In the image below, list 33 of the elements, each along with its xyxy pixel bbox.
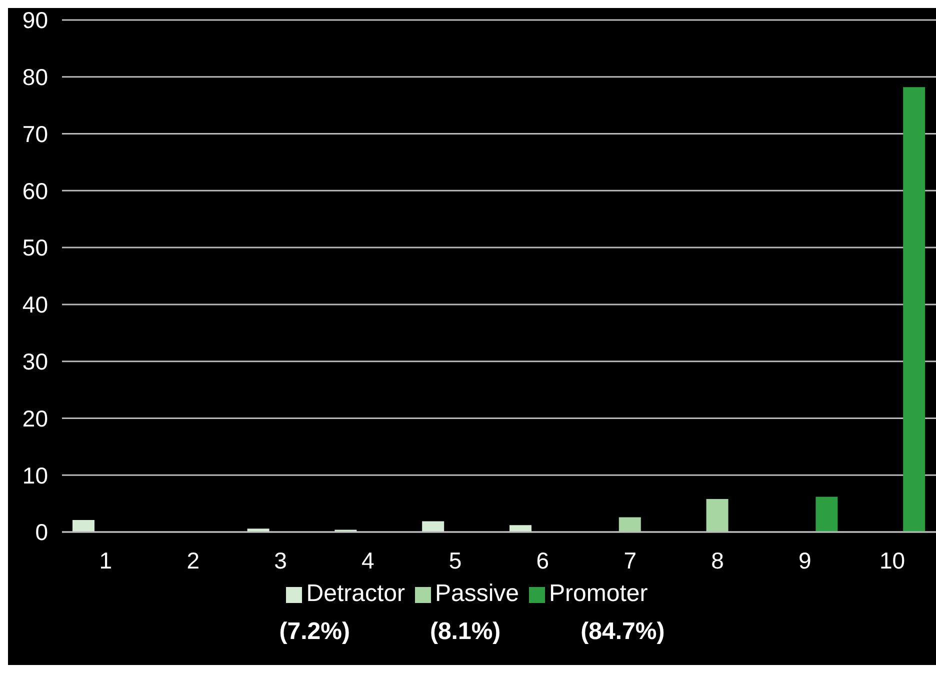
legend-label: Detractor <box>306 580 405 607</box>
text: (7.2%) <box>279 618 350 646</box>
y-tick-label: 50 <box>22 234 48 261</box>
y-tick-label: 10 <box>22 462 48 488</box>
x-tick-label: 2 <box>186 547 200 574</box>
x-tick-label: 10 <box>880 547 906 574</box>
y-tick-label: 0 <box>35 519 48 546</box>
y-tick-label: 60 <box>22 178 48 204</box>
y-tick-label: 90 <box>22 7 48 34</box>
legend-label: Passive <box>434 580 520 607</box>
x-tick-label: 5 <box>448 547 462 574</box>
legend-label: Promoter <box>549 580 648 607</box>
y-tick-label: 20 <box>22 405 48 432</box>
x-tick-label: 9 <box>798 547 812 574</box>
bar <box>422 521 444 532</box>
y-tick-label: 80 <box>22 64 48 90</box>
x-tick-label: 4 <box>362 547 374 574</box>
y-tick-label: 30 <box>22 348 48 374</box>
bar <box>816 496 838 532</box>
bar <box>903 87 926 532</box>
x-tick-label: 8 <box>711 547 724 574</box>
bar <box>618 517 641 532</box>
bar <box>706 499 728 532</box>
text: (8.1%) <box>430 618 501 646</box>
x-tick-label: 3 <box>274 547 287 574</box>
y-tick-label: 70 <box>22 120 48 147</box>
text: (84.7%) <box>580 618 665 646</box>
bar <box>72 520 94 532</box>
bar <box>509 525 532 532</box>
x-tick-label: 7 <box>624 547 636 574</box>
x-tick-label: 1 <box>99 547 112 574</box>
y-tick-label: 40 <box>22 292 48 318</box>
x-tick-label: 6 <box>536 547 550 574</box>
